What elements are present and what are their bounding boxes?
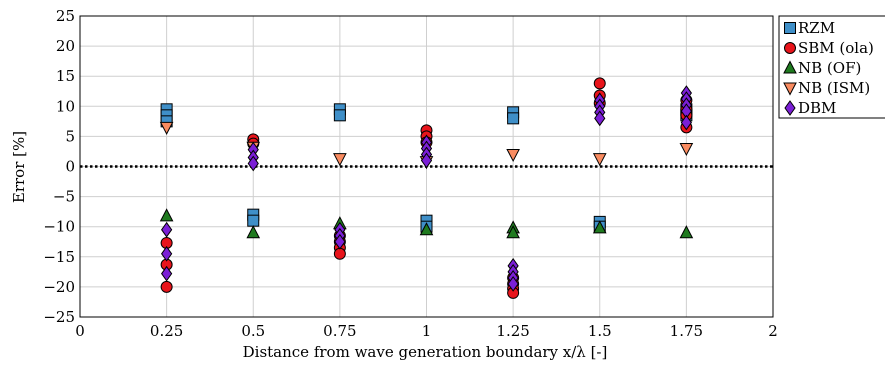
dbm-point — [507, 276, 519, 292]
dbm-point — [161, 245, 173, 262]
legend-marker-nb-ism — [783, 82, 797, 96]
y-tick-label: −10 — [43, 218, 75, 236]
legend-label-sbm-ola: SBM (ola) — [798, 39, 874, 57]
dbm-point — [161, 265, 173, 282]
nb-of-point — [159, 208, 174, 222]
x-tick-label: 1.25 — [496, 322, 529, 340]
legend-marker-rzm — [784, 22, 796, 34]
legend-label-nb-ism: NB (ISM) — [798, 79, 870, 97]
y-tick-label: 20 — [56, 37, 75, 55]
nb-of-point — [419, 222, 434, 236]
y-tick-label: −5 — [53, 188, 75, 206]
x-tick-label: 1.5 — [588, 322, 612, 340]
y-tick-label: 5 — [65, 127, 75, 145]
rzm-point — [507, 112, 520, 125]
sbm-ola-point — [333, 247, 346, 260]
dbm-point — [334, 233, 346, 250]
sbm-ola-point — [593, 77, 606, 90]
x-axis-label: Distance from wave generation boundary x… — [243, 343, 608, 361]
legend-frame — [778, 15, 885, 119]
nb-ism-point — [159, 121, 174, 135]
legend: RZM SBM (ola) NB (OF) NB (ISM) DBM — [778, 15, 885, 119]
dbm-point — [594, 110, 606, 127]
y-tick-label: 0 — [65, 158, 75, 176]
rzm-point — [247, 214, 260, 227]
x-tick-label: 0.75 — [323, 322, 356, 340]
legend-label-rzm: RZM — [798, 19, 835, 37]
x-tick-label: 0.25 — [150, 322, 183, 340]
y-tick-label: −15 — [43, 248, 75, 266]
y-axis-label: Error [%] — [10, 131, 28, 203]
y-tick-label: 25 — [56, 7, 75, 25]
nb-ism-point — [506, 148, 520, 163]
y-tick-label: −20 — [43, 278, 75, 296]
dbm-point — [161, 221, 173, 238]
nb-ism-point — [333, 153, 347, 167]
legend-label-dbm: DBM — [798, 99, 836, 117]
nb-of-point — [246, 225, 261, 239]
nb-ism-point — [679, 142, 694, 157]
legend-marker-dbm — [784, 100, 796, 116]
nb-ism-point — [592, 153, 607, 167]
legend-marker-nb-of — [783, 60, 797, 74]
dbm-point — [247, 155, 259, 172]
dbm-point — [680, 114, 692, 131]
x-tick-label: 0.5 — [241, 322, 265, 340]
plot-frame — [79, 15, 774, 318]
x-tick-label: 1.75 — [670, 322, 703, 340]
sbm-ola-point — [160, 280, 173, 293]
rzm-point — [333, 109, 346, 122]
x-tick-label: 0 — [75, 322, 85, 340]
points-layer — [159, 77, 694, 299]
y-tick-label: 15 — [56, 67, 75, 85]
y-tick-label: −25 — [43, 308, 75, 326]
nb-of-point — [592, 220, 607, 234]
nb-of-point — [506, 225, 520, 239]
y-tick-label: 10 — [56, 97, 75, 115]
x-tick-label: 1 — [422, 322, 432, 340]
dbm-point — [420, 152, 433, 169]
axis-layer: 0 0.25 0.5 0.75 1 1.25 1.5 1.75 2 25 20 15 10 5 0 −5 −10… — [43, 7, 777, 340]
legend-label-nb-of: NB (OF) — [798, 59, 861, 77]
x-tick-label: 2 — [768, 322, 778, 340]
legend-marker-sbm-ola — [784, 42, 796, 54]
nb-of-point — [679, 225, 694, 239]
